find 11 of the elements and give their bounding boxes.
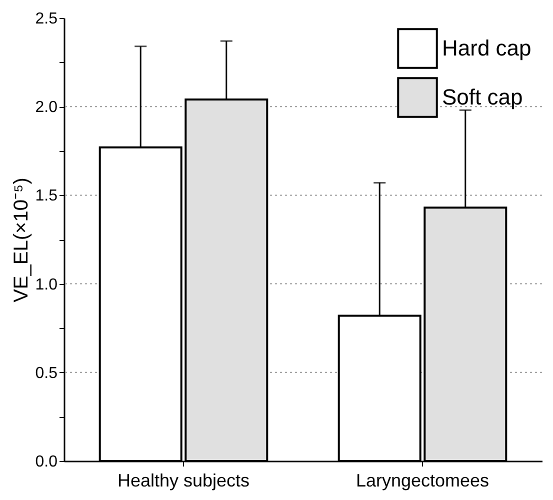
x-tick-label: Laryngectomees [356,470,490,490]
legend-label: Soft cap [442,84,523,110]
legend-label: Hard cap [442,36,532,60]
y-tick-label: 2.0 [35,99,58,116]
y-tick-label: 1.5 [35,188,58,205]
y-tick-label: 0.0 [35,454,58,470]
y-tick-label: 1.0 [35,276,58,294]
y-tick-label: 0.5 [35,364,58,382]
y-axis-title: VE_EL(×10⁻⁵) [10,178,32,302]
y-tick-label: 2.5 [35,10,58,28]
x-tick-label: Healthy subjects [117,470,250,490]
